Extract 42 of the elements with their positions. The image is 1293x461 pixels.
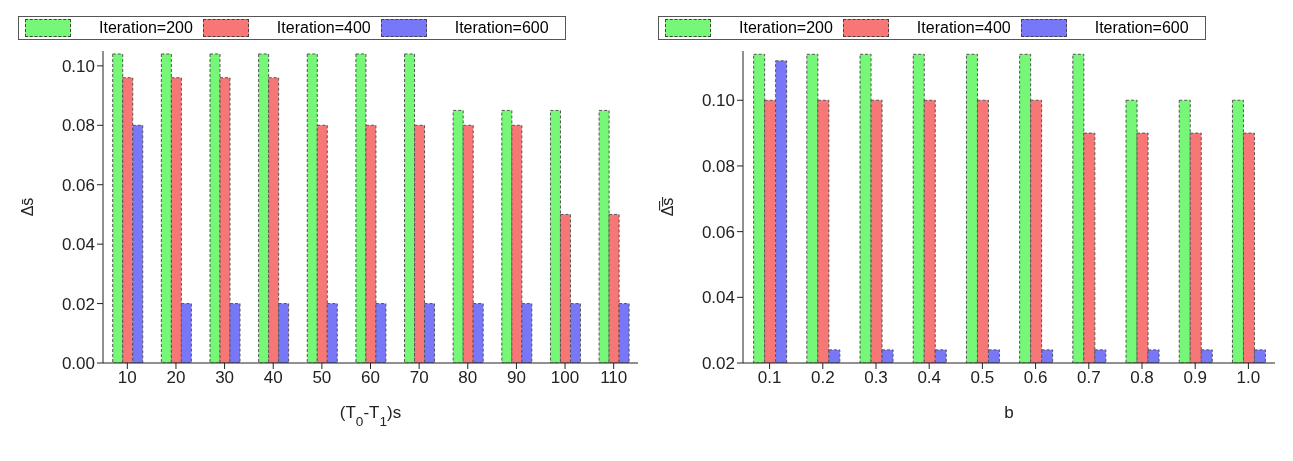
y-tick-label: 0.06 [701, 222, 735, 242]
x-tick-label: 20 [166, 368, 186, 388]
x-tick-label: 0.6 [1023, 368, 1048, 388]
x-axis-title: (T$_{0}$-T$_{1}$)s [339, 403, 402, 429]
y-tick-label: 0.08 [701, 156, 735, 176]
x-tick-label: 90 [506, 368, 526, 388]
y-tick-label: 0.04 [701, 288, 735, 308]
x-tick-label: 110 [600, 368, 628, 388]
y-tick-label: 0.08 [61, 116, 95, 136]
legend-label: Iteration=400 [275, 19, 371, 37]
x-tick-label: 0.2 [810, 368, 835, 388]
y-axis-title: Δ̅s̅ [659, 196, 676, 217]
x-axis-title: b [1004, 403, 1014, 422]
legend-label: Iteration=200 [738, 19, 833, 37]
y-tick-label: 0.02 [61, 294, 95, 314]
y-tick-label: 0.10 [701, 91, 735, 111]
y-tick-label: 0.06 [61, 175, 95, 195]
x-tick-label: 40 [263, 368, 283, 388]
x-tick-label: 80 [458, 368, 478, 388]
y-axis-title: Δs̄ [19, 197, 36, 217]
x-tick-label: 0.1 [757, 368, 782, 388]
y-tick-label: 0.02 [701, 354, 735, 374]
x-tick-label: 70 [409, 368, 429, 388]
legend-label: Iteration=600 [1093, 19, 1189, 37]
x-tick-label: 0.3 [864, 368, 888, 388]
x-tick-label: 10 [117, 368, 137, 388]
x-tick-label: 0.4 [917, 368, 942, 388]
y-tick-label: 0.10 [61, 56, 95, 76]
legend-label: Iteration=400 [915, 19, 1011, 37]
x-tick-label: 0.7 [1076, 368, 1101, 388]
legend-label: Iteration=600 [453, 19, 549, 37]
x-tick-label: 50 [312, 368, 332, 388]
y-tick-label: 0.00 [61, 354, 95, 374]
x-tick-label: 100 [550, 368, 580, 388]
legend-label: Iteration=200 [98, 19, 193, 37]
x-tick-label: 0.9 [1183, 368, 1208, 388]
x-tick-label: 30 [215, 368, 235, 388]
x-tick-label: 1.0 [1236, 368, 1261, 388]
x-tick-label: 0.8 [1130, 368, 1154, 388]
y-tick-label: 0.04 [61, 235, 95, 255]
x-tick-label: 0.5 [970, 368, 995, 388]
x-tick-label: 60 [361, 368, 380, 388]
